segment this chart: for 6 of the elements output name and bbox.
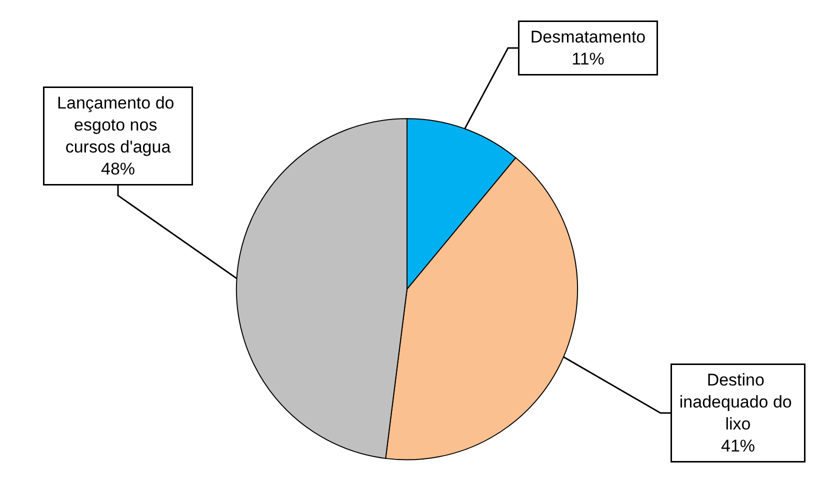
slice-label: Lançamento do esgoto nos cursos d'agua [57, 94, 179, 156]
slice-label: Desmatamento [530, 28, 646, 46]
slice-label: Destino inadequado do lixo [679, 370, 797, 434]
data-label: 48% [100, 160, 136, 178]
data-label: 11% [572, 50, 604, 68]
data-label: 41% [720, 436, 756, 456]
